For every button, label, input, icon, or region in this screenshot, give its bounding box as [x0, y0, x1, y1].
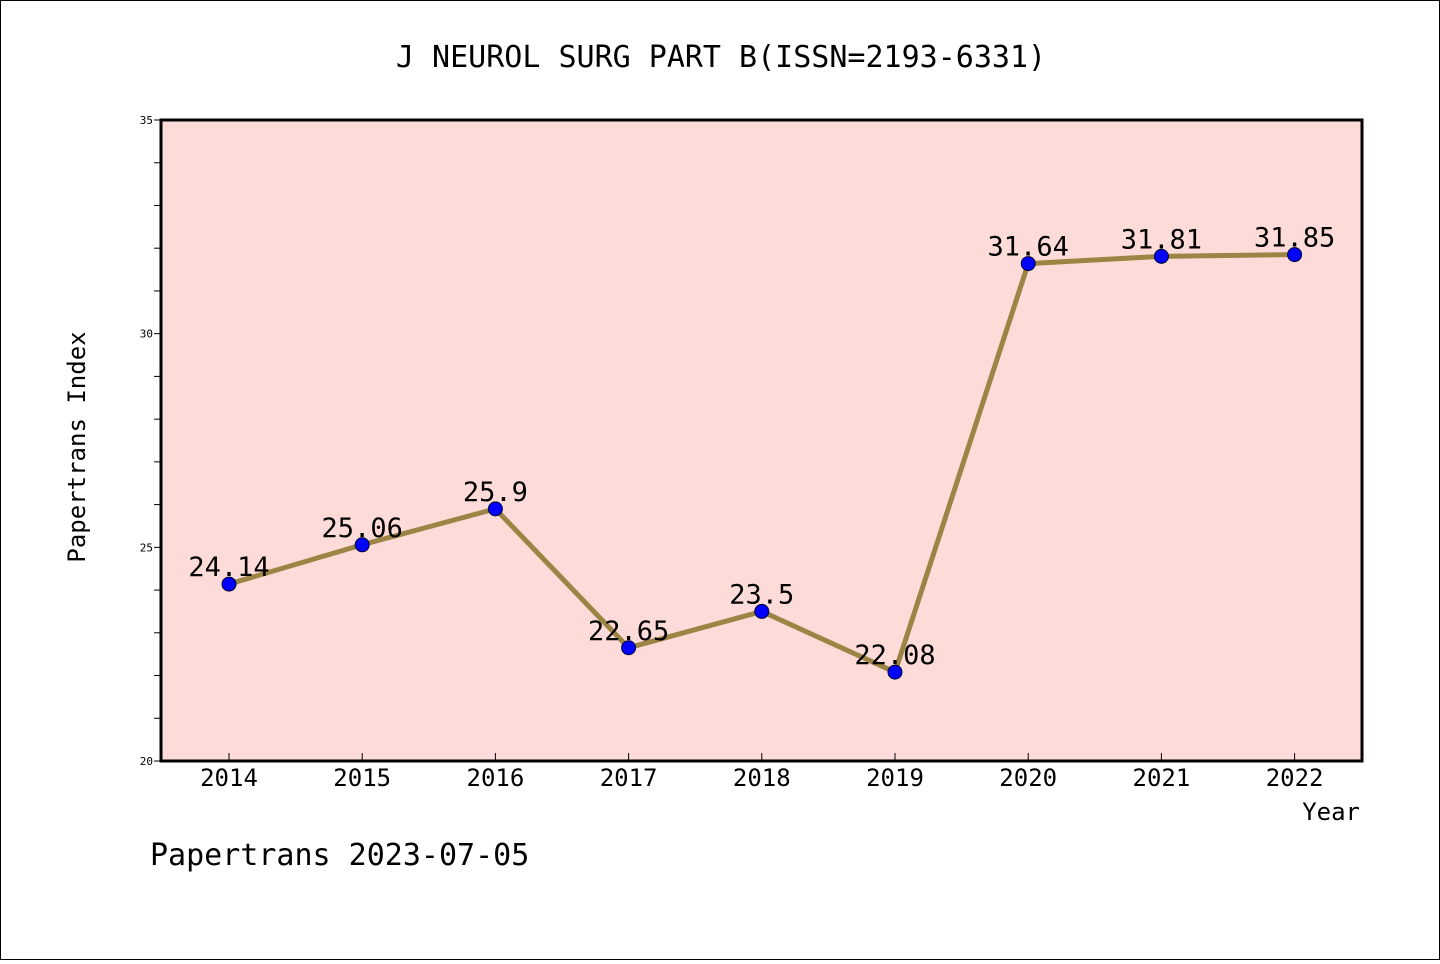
data-label: 22.65	[588, 616, 669, 647]
data-point	[621, 640, 637, 656]
x-tick-label: 2015	[333, 764, 391, 792]
data-point	[887, 664, 903, 680]
y-tick-label: 30	[140, 328, 153, 341]
data-label: 31.81	[1121, 224, 1202, 255]
data-label: 22.08	[854, 640, 935, 671]
data-label: 23.5	[729, 579, 794, 610]
data-point	[221, 576, 237, 592]
y-tick-label: 25	[140, 541, 153, 554]
data-point	[1020, 256, 1036, 272]
x-tick-label: 2017	[600, 764, 658, 792]
data-label: 25.9	[463, 477, 528, 508]
y-axis-label: Papertrans Index	[63, 331, 91, 562]
data-label: 31.85	[1254, 223, 1335, 254]
data-point	[1287, 247, 1303, 263]
x-tick-label: 2022	[1266, 764, 1324, 792]
y-tick-label: 35	[140, 114, 153, 127]
data-label: 24.14	[188, 552, 269, 583]
data-label: 25.06	[322, 513, 403, 544]
y-axis: 20 25 30 35	[140, 114, 161, 768]
footer-date: Papertrans 2023-07-05	[150, 838, 529, 873]
data-point	[487, 501, 503, 517]
data-labels: 24.14 25.06 25.9 22.65 23.5 22.08 31.64 31.81 31…	[188, 223, 1335, 672]
x-tick-label: 2016	[467, 764, 525, 792]
chart-title: J NEUROL SURG PART B(ISSN=2193-6331)	[396, 40, 1046, 75]
data-label: 31.64	[988, 232, 1069, 263]
data-point	[1153, 248, 1169, 264]
x-tick-label: 2018	[733, 764, 791, 792]
x-axis: 2014 2015 2016 2017 2018 2019 2020 2021 2022	[200, 753, 1323, 792]
data-point	[754, 603, 770, 619]
plot-area	[159, 118, 1364, 763]
x-tick-label: 2019	[866, 764, 924, 792]
data-point	[354, 537, 370, 553]
x-axis-label: Year	[1302, 798, 1360, 826]
y-tick-label: 20	[140, 755, 153, 768]
data-series	[221, 247, 1303, 680]
x-tick-label: 2021	[1133, 764, 1191, 792]
x-tick-label: 2020	[999, 764, 1057, 792]
x-tick-label: 2014	[200, 764, 258, 792]
